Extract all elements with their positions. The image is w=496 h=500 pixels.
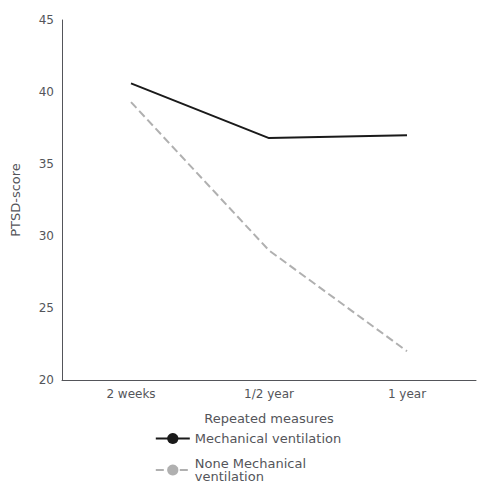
- svg-text:1 year: 1 year: [388, 387, 426, 401]
- svg-text:2 weeks: 2 weeks: [106, 387, 155, 401]
- svg-text:20: 20: [39, 373, 54, 387]
- svg-text:35: 35: [39, 157, 54, 171]
- svg-text:Mechanical ventilation: Mechanical ventilation: [195, 431, 341, 446]
- svg-text:1/2 year: 1/2 year: [244, 387, 294, 401]
- svg-text:25: 25: [39, 301, 54, 315]
- svg-text:None Mechanical: None Mechanical: [194, 456, 306, 471]
- svg-text:40: 40: [39, 85, 54, 99]
- svg-text:45: 45: [39, 13, 54, 27]
- svg-text:PTSD-score: PTSD-score: [8, 163, 23, 237]
- svg-text:30: 30: [39, 229, 54, 243]
- svg-text:Repeated measures: Repeated measures: [204, 411, 334, 426]
- svg-text:ventilation: ventilation: [195, 469, 264, 484]
